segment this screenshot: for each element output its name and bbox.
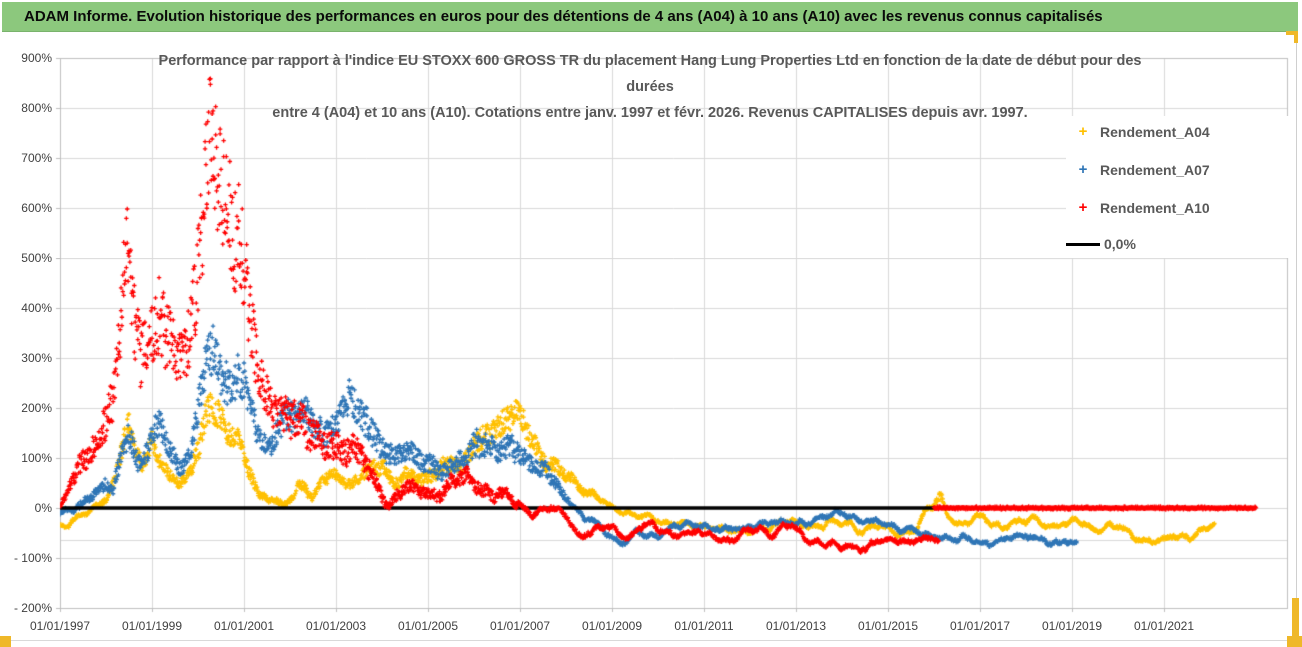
plus-marker-icon: +: [1078, 161, 1088, 178]
window-title: ADAM Informe. Evolution historique des p…: [24, 8, 1103, 25]
gold-corner-accent-bottom-right: [1287, 636, 1302, 647]
legend-item-zero-line: 0,0%: [1066, 234, 1136, 254]
x-axis-label: 01/01/2009: [581, 619, 643, 633]
legend-item-rendement-a04: + Rendement_A04: [1066, 122, 1210, 142]
y-axis-label: 800%: [21, 101, 52, 115]
frame-bottom-border: [0, 640, 1302, 641]
x-axis-label: 01/01/2019: [1041, 619, 1103, 633]
plus-marker-icon: +: [1078, 123, 1088, 140]
gold-corner-accent-bottom-left: [0, 636, 11, 647]
x-axis-label: 01/01/1999: [121, 619, 183, 633]
chart-title-line-1: Performance par rapport à l'indice EU ST…: [158, 53, 1142, 69]
chart-title-line-2: durées: [626, 79, 674, 95]
y-axis-label: - 200%: [13, 601, 52, 615]
x-axis-label: 01/01/2021: [1133, 619, 1195, 633]
y-axis-label: 200%: [21, 401, 52, 415]
x-axis-label: 01/01/2005: [397, 619, 459, 633]
legend-label: Rendement_A07: [1100, 162, 1210, 178]
chart-title: Performance par rapport à l'indice EU ST…: [150, 48, 1150, 126]
chart-title-line-3: entre 4 (A04) et 10 ans (A10). Cotations…: [272, 105, 1028, 121]
gold-corner-accent-top-right: [1286, 31, 1298, 35]
x-axis-label: 01/01/2007: [489, 619, 551, 633]
y-axis-label: 100%: [21, 451, 52, 465]
x-axis-label: 01/01/2013: [765, 619, 827, 633]
y-axis-label: 500%: [21, 251, 52, 265]
legend-label: Rendement_A04: [1100, 124, 1210, 140]
gold-scroll-accent-right: [1292, 598, 1299, 640]
chart-legend: + Rendement_A04 + Rendement_A07 + Rendem…: [1066, 116, 1292, 258]
y-axis-label: 400%: [21, 301, 52, 315]
y-axis-label: 900%: [21, 51, 52, 65]
x-axis-label: 01/01/2015: [857, 619, 919, 633]
x-axis-label: 01/01/2003: [305, 619, 367, 633]
title-bar: ADAM Informe. Evolution historique des p…: [2, 2, 1298, 32]
x-axis-label: 01/01/2017: [949, 619, 1011, 633]
x-axis-label: 01/01/1997: [29, 619, 91, 633]
legend-item-rendement-a07: + Rendement_A07: [1066, 160, 1210, 180]
gold-corner-accent-top-right-2: [1294, 31, 1298, 43]
x-axis-label: 01/01/2001: [213, 619, 275, 633]
y-axis-label: 300%: [21, 351, 52, 365]
zero-line-marker-icon: [1066, 242, 1100, 246]
legend-label: Rendement_A10: [1100, 200, 1210, 216]
y-axis-label: - 100%: [13, 551, 52, 565]
y-axis-label: 0%: [34, 501, 52, 515]
y-axis-label: 600%: [21, 201, 52, 215]
legend-item-rendement-a10: + Rendement_A10: [1066, 198, 1210, 218]
legend-label: 0,0%: [1104, 236, 1136, 252]
plus-marker-icon: +: [1078, 199, 1088, 216]
y-axis-label: 700%: [21, 151, 52, 165]
frame-right-border: [1296, 32, 1297, 641]
x-axis-label: 01/01/2011: [674, 619, 734, 633]
